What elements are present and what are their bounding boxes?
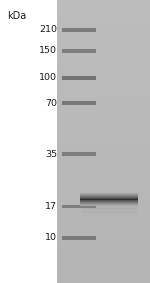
Bar <box>57 0 150 283</box>
Text: 100: 100 <box>39 73 57 82</box>
Text: 70: 70 <box>45 99 57 108</box>
Bar <box>62 152 96 156</box>
Text: 10: 10 <box>45 233 57 242</box>
Bar <box>62 76 96 80</box>
Bar <box>62 205 96 208</box>
Bar <box>62 28 96 31</box>
Text: kDa: kDa <box>8 11 27 21</box>
Bar <box>62 49 96 53</box>
Text: 35: 35 <box>45 150 57 159</box>
Bar <box>62 236 96 239</box>
Text: 150: 150 <box>39 46 57 55</box>
Bar <box>62 101 96 105</box>
Text: 17: 17 <box>45 202 57 211</box>
Text: 210: 210 <box>39 25 57 34</box>
